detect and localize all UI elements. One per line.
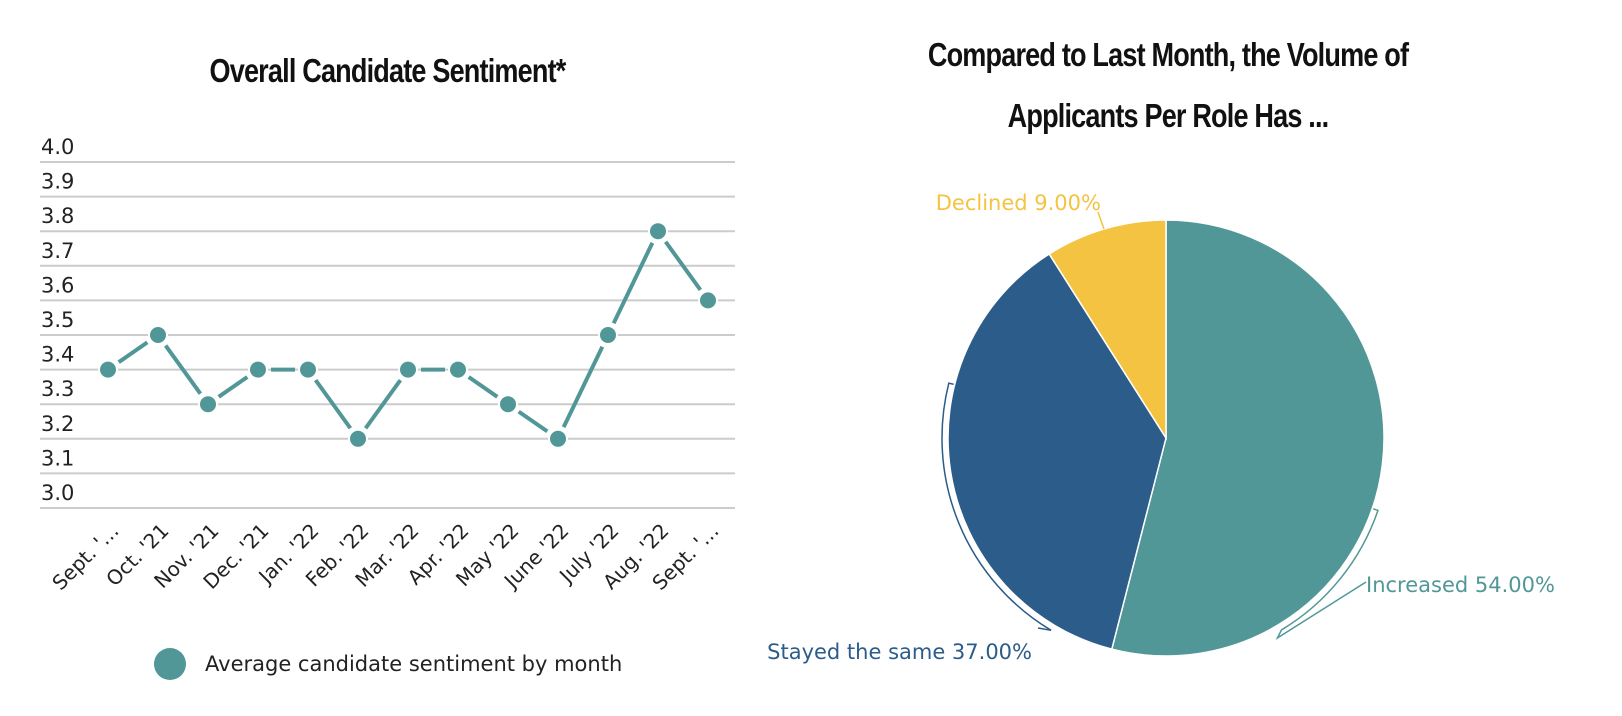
data-point[interactable] — [598, 325, 618, 345]
pie-slice-declined[interactable] — [1048, 219, 1167, 441]
pie-label-increased: Increased 54.00% — [1366, 573, 1555, 597]
series-line-segment — [611, 242, 655, 325]
y-tick-label: 3.3 — [41, 377, 74, 401]
pie-chart-title-line-2: Applicants Per Role Has ... — [1007, 97, 1330, 134]
pie-chart: Increased 54.00% Stayed the same 37.00% De… — [767, 191, 1555, 664]
line-chart-gridlines — [40, 161, 735, 509]
series-line-segment — [467, 375, 499, 399]
y-tick-label: 3.2 — [41, 412, 74, 436]
data-point[interactable] — [398, 359, 418, 380]
data-point[interactable] — [148, 325, 168, 345]
line-chart-series — [98, 221, 718, 449]
line-chart-y-ticks: 4.0 3.9 3.8 3.7 3.6 3.5 3.4 3.3 3.2 3.1 3.0 — [41, 135, 74, 505]
legend-label: Average candidate sentiment by month — [205, 652, 623, 676]
y-tick-label: 3.5 — [41, 308, 74, 332]
pie-label-declined: Declined 9.00% — [936, 191, 1101, 215]
line-chart-legend[interactable]: Average candidate sentiment by month — [154, 648, 622, 680]
series-line-segment — [117, 340, 149, 364]
data-point[interactable] — [698, 290, 718, 311]
y-tick-label: 3.9 — [41, 170, 74, 194]
data-point[interactable] — [648, 221, 668, 242]
series-line-segment — [561, 345, 605, 428]
y-tick-label: 3.1 — [41, 446, 74, 470]
legend-marker-icon — [154, 648, 186, 680]
data-point[interactable] — [448, 359, 468, 380]
pie-chart-title-line-1: Compared to Last Month, the Volume of — [927, 36, 1409, 73]
line-chart-title: Overall Candidate Sentiment* — [209, 52, 566, 89]
series-line-segment — [313, 378, 353, 430]
pie-label-stayed-the-same: Stayed the same 37.00% — [767, 640, 1032, 664]
series-line-segment — [217, 375, 249, 399]
data-point[interactable] — [198, 394, 218, 415]
y-tick-label: 3.0 — [41, 481, 74, 505]
data-point[interactable] — [348, 428, 368, 449]
pie-label-leader — [1275, 508, 1379, 641]
pie-slice-increased[interactable] — [1110, 219, 1385, 657]
pie-label-leader — [941, 382, 1052, 632]
data-point[interactable] — [298, 359, 318, 380]
series-line-segment — [517, 409, 549, 434]
pie-label-leader — [1097, 211, 1105, 230]
data-point[interactable] — [248, 359, 268, 380]
y-tick-label: 3.4 — [41, 343, 74, 367]
series-line-segment — [663, 240, 703, 292]
y-tick-label: 3.8 — [41, 204, 74, 228]
data-point[interactable] — [498, 394, 518, 415]
series-line-segment — [363, 378, 403, 430]
data-point[interactable] — [548, 428, 568, 449]
data-point[interactable] — [98, 359, 118, 380]
y-tick-label: 3.7 — [41, 239, 74, 263]
y-tick-label: 4.0 — [41, 135, 74, 159]
y-tick-label: 3.6 — [41, 273, 74, 297]
series-line-segment — [163, 344, 203, 395]
pie-chart-title: Compared to Last Month, the Volume of Ap… — [922, 24, 1414, 146]
